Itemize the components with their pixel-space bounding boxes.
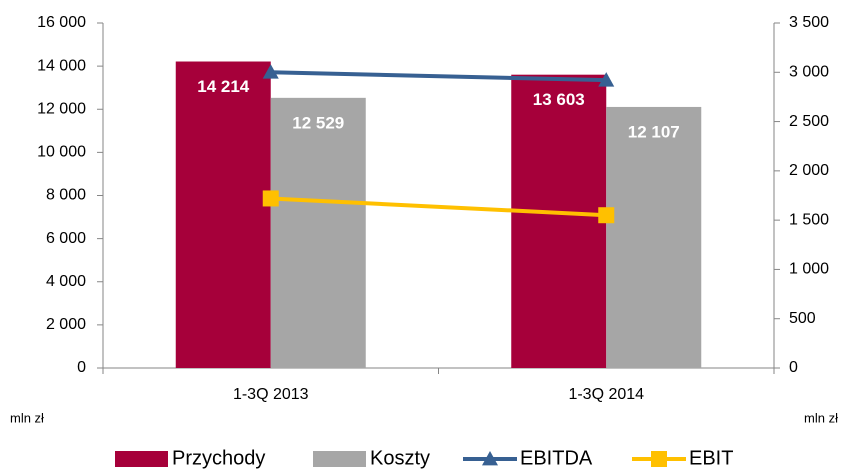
y2-tick-label: 1 500	[789, 211, 829, 228]
legend-label: EBITDA	[520, 447, 593, 469]
y-tick-label: 0	[77, 359, 86, 376]
bar	[270, 97, 366, 368]
y-tick-label: 12 000	[37, 100, 86, 117]
y-tick-label: 14 000	[37, 57, 86, 74]
data-label: 13 603	[533, 90, 585, 109]
legend-swatch	[313, 451, 366, 467]
data-label: 12 107	[628, 122, 680, 141]
y2-tick-label: 3 000	[789, 64, 829, 81]
legend-swatch	[115, 451, 168, 467]
y2-axis-label: mln zł	[804, 410, 838, 425]
y2-tick-label: 1 000	[789, 261, 829, 278]
y2-tick-label: 2 000	[789, 162, 829, 179]
y-tick-label: 4 000	[46, 273, 86, 290]
y2-tick-label: 0	[789, 359, 798, 376]
legend-label: Przychody	[172, 447, 265, 469]
y-tick-label: 6 000	[46, 230, 86, 247]
bar	[511, 74, 607, 369]
y-tick-label: 2 000	[46, 316, 86, 333]
y-tick-label: 10 000	[37, 144, 86, 161]
line-marker	[262, 190, 279, 207]
bar	[606, 106, 702, 368]
y-tick-label: 16 000	[37, 14, 86, 31]
legend-marker	[651, 451, 667, 467]
line-marker	[598, 207, 615, 224]
legend-label: EBIT	[689, 447, 733, 469]
data-label: 14 214	[197, 77, 250, 96]
line-marker	[262, 64, 279, 79]
x-tick-label: 1-3Q 2013	[233, 386, 309, 403]
legend-marker	[482, 451, 498, 466]
line	[270, 196, 607, 218]
y2-tick-label: 3 500	[789, 14, 829, 31]
y-tick-label: 8 000	[46, 187, 86, 204]
line	[270, 70, 607, 83]
y2-tick-label: 500	[789, 310, 816, 327]
y2-tick-label: 2 500	[789, 113, 829, 130]
data-label: 12 529	[292, 113, 344, 132]
y-axis-label: mln zł	[10, 410, 44, 425]
legend-label: Koszty	[370, 447, 430, 469]
line-marker	[598, 72, 615, 87]
x-tick-label: 1-3Q 2014	[568, 386, 644, 403]
bar	[175, 61, 271, 369]
